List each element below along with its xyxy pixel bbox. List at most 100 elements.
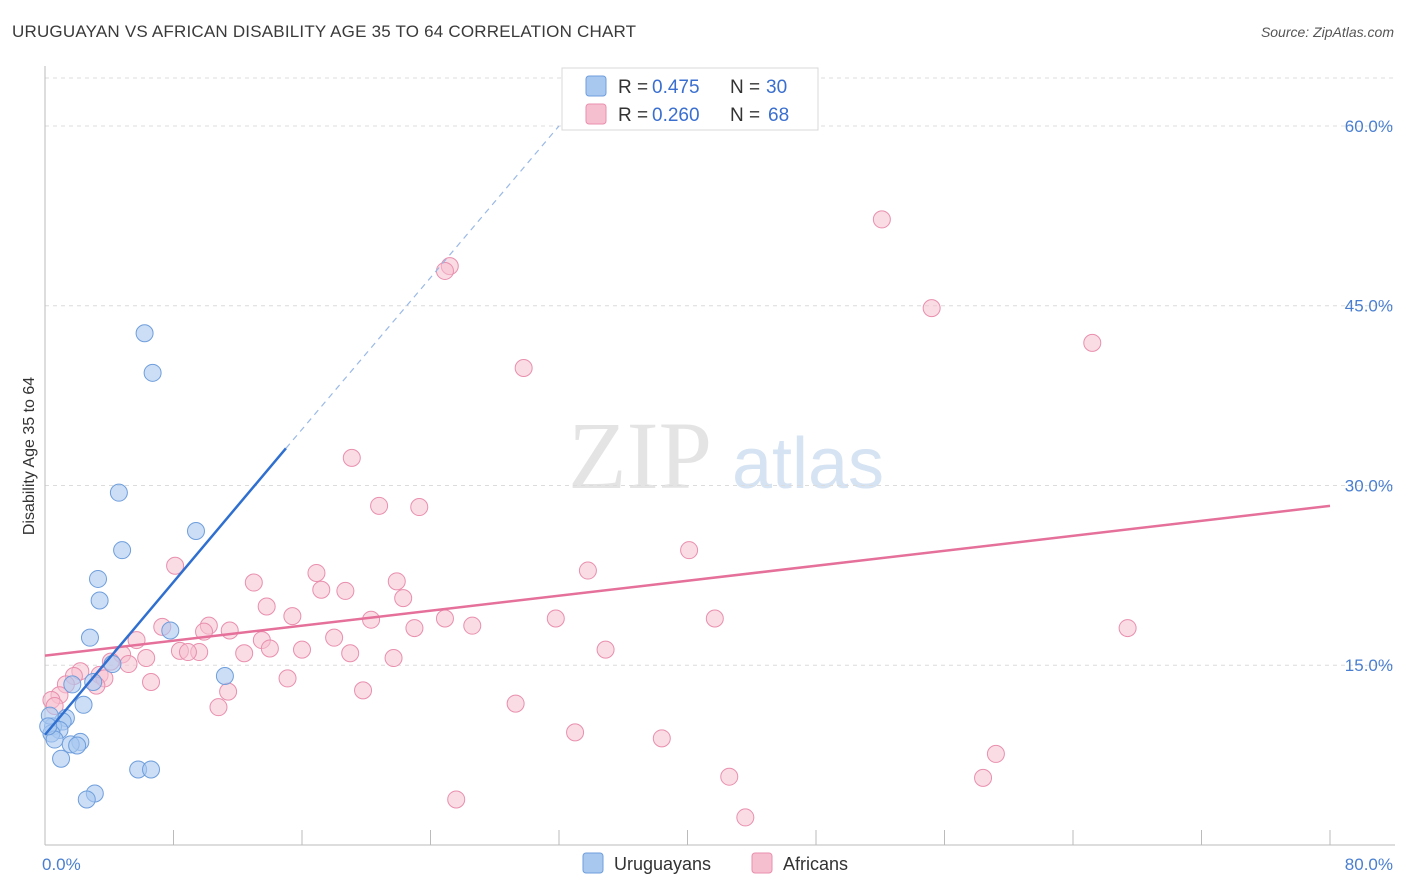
africans-point-2 — [435, 261, 454, 280]
africans-point-18 — [257, 597, 276, 616]
legend-bottom-swatch-uruguayans — [582, 852, 604, 874]
uruguayans-point-23 — [52, 749, 71, 768]
africans-point-28 — [1118, 619, 1137, 638]
africans-point-61 — [209, 698, 228, 717]
uruguayans-point-29 — [39, 717, 58, 736]
africans-point-17 — [394, 589, 413, 608]
africans-point-27 — [405, 619, 424, 638]
africans-point-9 — [680, 541, 699, 560]
y-tick-labels: 15.0% 30.0% 45.0% 60.0% — [1345, 117, 1393, 675]
africans-point-45 — [119, 655, 138, 674]
uruguayans-point-2 — [109, 483, 128, 502]
legend-n-value-1: 30 — [766, 77, 787, 98]
source-label: Source: ZipAtlas.com — [1260, 24, 1394, 40]
trend-lines — [44, 125, 1331, 736]
africans-point-43 — [137, 649, 156, 668]
legend-bottom-swatch-africans — [751, 852, 773, 874]
africans-point-6 — [342, 448, 361, 467]
uruguayans-point-3 — [186, 522, 205, 541]
uruguayans-point-4 — [113, 541, 132, 560]
legend-n-label-2: N = — [730, 105, 760, 126]
africans-point-56 — [219, 682, 238, 701]
legend-bottom-uruguayans: Uruguayans — [614, 854, 711, 874]
legend-swatch-uruguayans — [585, 75, 607, 97]
africans-point-65 — [720, 767, 739, 786]
y-tick-label-3: 60.0% — [1345, 117, 1393, 136]
x-tick-label-min: 0.0% — [42, 855, 81, 874]
africans-point-5 — [514, 359, 533, 378]
africans-point-16 — [336, 581, 355, 600]
uruguayans-point-11 — [84, 673, 103, 692]
africans-series — [42, 210, 1137, 827]
africans-point-67 — [447, 790, 466, 809]
africans-point-11 — [578, 561, 597, 580]
legend-r-label-2: R = — [618, 105, 648, 126]
africans-point-14 — [387, 572, 406, 591]
uruguayans-point-5 — [89, 569, 108, 588]
y-axis-label: Disability Age 35 to 64 — [21, 377, 38, 535]
legend-r-label-1: R = — [618, 77, 648, 98]
uruguayans-trend-extension — [285, 125, 560, 449]
y-tick-label-2: 45.0% — [1345, 297, 1393, 316]
africans-point-23 — [705, 609, 724, 628]
africans-point-68 — [736, 808, 755, 827]
africans-point-37 — [235, 644, 254, 663]
africans-point-13 — [244, 573, 263, 592]
africans-point-66 — [974, 768, 993, 787]
africans-point-15 — [312, 580, 331, 599]
africans-point-41 — [596, 640, 615, 659]
africans-point-52 — [142, 673, 161, 692]
uruguayans-point-7 — [80, 628, 99, 647]
africans-point-62 — [566, 723, 585, 742]
uruguayans-point-12 — [63, 675, 82, 694]
legend-r-value-1: 0.475 — [652, 77, 700, 98]
legend-n-value-2: 68 — [768, 105, 789, 126]
africans-point-10 — [166, 556, 185, 575]
legend-swatch-africans — [585, 103, 607, 125]
africans-point-8 — [410, 498, 429, 517]
africans-point-4 — [1083, 333, 1102, 352]
africans-trend-line — [44, 504, 1331, 657]
uruguayans-point-25 — [142, 760, 161, 779]
africans-point-7 — [370, 496, 389, 515]
africans-point-26 — [463, 616, 482, 635]
watermark: ZIP atlas — [568, 402, 884, 509]
legend-top: R = 0.475 N = 30 R = 0.260 N = 68 — [561, 67, 819, 131]
uruguayans-point-1 — [143, 363, 162, 382]
africans-point-63 — [652, 729, 671, 748]
uruguayans-point-22 — [68, 736, 87, 755]
axes — [44, 66, 1395, 846]
watermark-zip: ZIP — [568, 402, 712, 509]
uruguayans-point-27 — [77, 790, 96, 809]
uruguayans-point-6 — [90, 591, 109, 610]
africans-point-40 — [178, 643, 197, 662]
uruguayans-point-9 — [103, 655, 122, 674]
africans-point-3 — [922, 299, 941, 318]
chart-title: URUGUAYAN VS AFRICAN DISABILITY AGE 35 T… — [12, 22, 637, 41]
legend-bottom: Uruguayans Africans — [582, 852, 848, 874]
x-tick-label-max: 80.0% — [1345, 855, 1393, 874]
africans-point-20 — [362, 610, 381, 629]
uruguayans-point-13 — [74, 695, 93, 714]
uruguayans-point-10 — [215, 667, 234, 686]
africans-point-50 — [278, 669, 297, 688]
africans-point-44 — [384, 649, 403, 668]
y-tick-label-1: 30.0% — [1345, 476, 1393, 495]
uruguayans-point-0 — [135, 324, 154, 343]
africans-point-12 — [307, 563, 326, 582]
x-tick-labels: 0.0% 80.0% — [42, 855, 1393, 874]
legend-r-value-2: 0.260 — [652, 105, 700, 126]
y-tick-label-0: 15.0% — [1345, 656, 1393, 675]
watermark-atlas: atlas — [732, 424, 884, 504]
africans-point-19 — [283, 607, 302, 626]
africans-point-60 — [506, 694, 525, 713]
africans-point-29 — [220, 621, 239, 640]
uruguayans-series — [39, 324, 234, 809]
uruguayans-trend-line — [44, 447, 287, 736]
africans-point-21 — [435, 609, 454, 628]
africans-point-36 — [260, 639, 279, 658]
africans-point-31 — [325, 628, 344, 647]
africans-point-64 — [986, 744, 1005, 763]
africans-point-0 — [872, 210, 891, 229]
